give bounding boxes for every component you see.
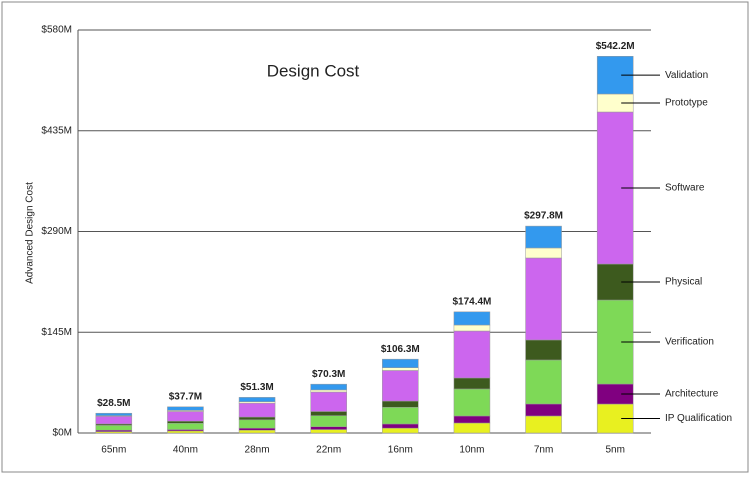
bar-segment bbox=[238, 427, 276, 431]
y-tick-label: $0M bbox=[53, 428, 72, 439]
x-tick-label: 28nm bbox=[245, 445, 270, 456]
y-tick-label: $290M bbox=[41, 226, 72, 237]
bar-segment bbox=[167, 411, 204, 422]
x-tick-label: 5nm bbox=[605, 445, 624, 456]
bar-segment bbox=[167, 406, 204, 411]
total-label: $28.5M bbox=[97, 398, 130, 409]
total-label: $106.3M bbox=[381, 344, 420, 355]
x-tick-label: 40nm bbox=[173, 445, 198, 456]
bar-segment bbox=[382, 423, 419, 429]
bar-segment bbox=[95, 425, 133, 431]
total-label: $542.2M bbox=[596, 41, 635, 52]
bar-segment bbox=[453, 311, 491, 326]
legend-label: Architecture bbox=[665, 389, 719, 400]
x-tick-label: 65nm bbox=[101, 445, 126, 456]
legend-label: Verification bbox=[665, 337, 714, 348]
legend-label: Physical bbox=[665, 277, 702, 288]
total-label: $70.3M bbox=[312, 369, 345, 380]
bar-segment bbox=[310, 391, 347, 412]
legend-label: Prototype bbox=[665, 98, 708, 109]
bar-segment bbox=[525, 415, 562, 434]
bar-segment bbox=[382, 358, 419, 368]
chart-title: Design Cost bbox=[267, 61, 360, 80]
bar-segment bbox=[238, 416, 276, 421]
bar-segment bbox=[525, 339, 562, 361]
bar-segment bbox=[167, 430, 204, 434]
bar-segment bbox=[525, 359, 562, 405]
total-label: $37.7M bbox=[169, 391, 202, 402]
y-tick-label: $580M bbox=[41, 25, 72, 36]
bar-segment bbox=[238, 402, 276, 418]
legend-label: Software bbox=[665, 183, 705, 194]
legend-label: IP Qualification bbox=[665, 413, 732, 424]
bar-segment bbox=[525, 247, 562, 259]
total-label: $174.4M bbox=[452, 296, 491, 307]
bar-segment bbox=[525, 225, 562, 249]
bar-segment bbox=[382, 400, 419, 408]
bar-segment bbox=[525, 257, 562, 341]
bar-segment bbox=[453, 377, 491, 390]
bar-segment bbox=[382, 427, 419, 434]
bar-segment bbox=[238, 419, 276, 429]
bar-segment bbox=[453, 415, 491, 424]
y-tick-label: $145M bbox=[41, 327, 72, 338]
x-tick-label: 22nm bbox=[316, 445, 341, 456]
bar-segment bbox=[310, 389, 347, 393]
x-tick-label: 16nm bbox=[388, 445, 413, 456]
bar-segment bbox=[310, 426, 347, 430]
bar-segment bbox=[238, 397, 276, 402]
x-tick-label: 10nm bbox=[459, 445, 484, 456]
total-label: $297.8M bbox=[524, 211, 563, 222]
bar-segment bbox=[453, 422, 491, 434]
bar-segment bbox=[310, 411, 347, 416]
bar-segment bbox=[95, 416, 133, 425]
bar-segment bbox=[167, 423, 204, 430]
bar-segment bbox=[453, 324, 491, 332]
y-axis-label: Advanced Design Cost bbox=[25, 182, 36, 284]
bar-segment bbox=[95, 412, 133, 416]
bar-segment bbox=[453, 330, 491, 379]
bar-segment bbox=[310, 415, 347, 427]
legend-label: Validation bbox=[665, 70, 708, 81]
y-tick-label: $435M bbox=[41, 125, 72, 136]
bar-segment bbox=[453, 388, 491, 417]
x-tick-label: 7nm bbox=[534, 445, 553, 456]
bar-segment bbox=[310, 383, 347, 391]
bar-segment bbox=[238, 429, 276, 434]
bar-segment bbox=[167, 420, 204, 424]
bar-segment bbox=[382, 370, 419, 402]
bar-segment bbox=[525, 403, 562, 417]
bar-segment bbox=[382, 407, 419, 425]
bar-segment bbox=[310, 429, 347, 434]
total-label: $51.3M bbox=[240, 382, 273, 393]
bar-segment bbox=[382, 367, 419, 371]
